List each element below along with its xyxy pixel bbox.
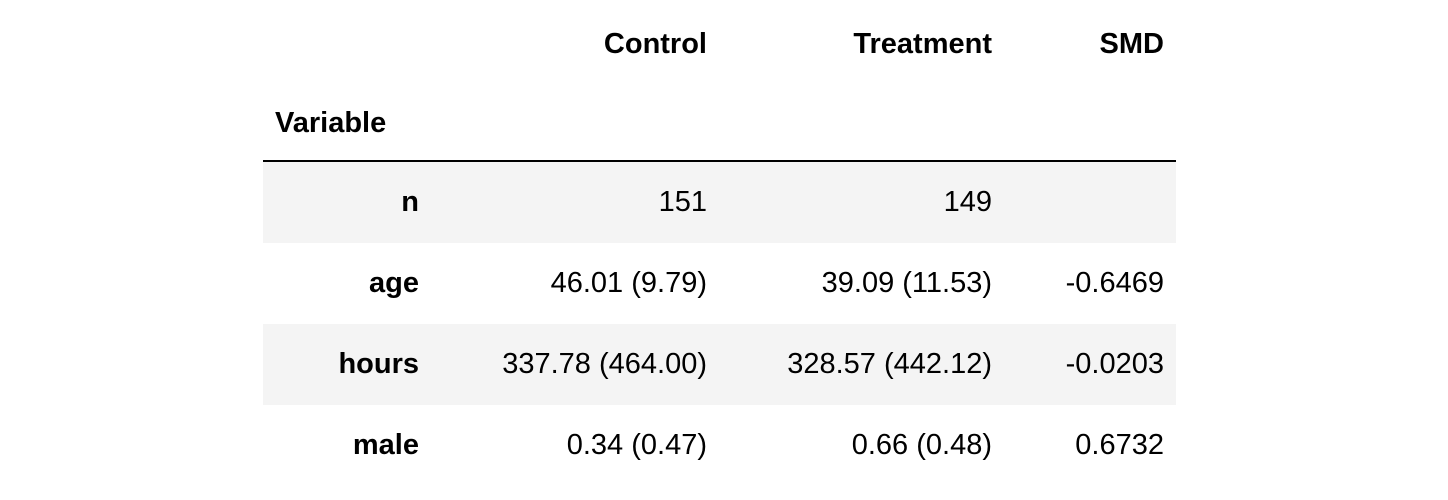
- row-label: age: [369, 267, 419, 299]
- col-header-treatment: Treatment: [853, 28, 992, 60]
- cell-treatment: 0.66 (0.48): [851, 429, 992, 461]
- cell-control: 337.78 (464.00): [502, 348, 707, 380]
- cell-treatment: 149: [943, 186, 992, 218]
- table-header: Control Treatment SMD Variable: [263, 0, 1176, 162]
- col-header-control: Control: [603, 28, 707, 60]
- balance-table: Control Treatment SMD Variable n 151 149…: [263, 0, 1176, 486]
- cell-smd: [1004, 161, 1176, 243]
- index-name-row: Variable: [263, 83, 1176, 162]
- index-row-spacer-treatment: [719, 83, 1004, 162]
- row-label: n: [401, 186, 419, 218]
- cell-smd: -0.6469: [1065, 267, 1164, 299]
- col-header-smd: SMD: [1099, 28, 1164, 60]
- table-row-hours: hours 337.78 (464.00) 328.57 (442.12) -0…: [263, 324, 1176, 405]
- index-name-label: Variable: [263, 83, 431, 162]
- page: Control Treatment SMD Variable n 151 149…: [263, 0, 1176, 486]
- cell-control: 0.34 (0.47): [566, 429, 707, 461]
- cell-smd: -0.0203: [1065, 348, 1164, 380]
- row-label: hours: [338, 348, 419, 380]
- cell-control: 151: [658, 186, 707, 218]
- column-header-row: Control Treatment SMD: [263, 0, 1176, 83]
- table-row-age: age 46.01 (9.79) 39.09 (11.53) -0.6469: [263, 243, 1176, 324]
- table-row-male: male 0.34 (0.47) 0.66 (0.48) 0.6732: [263, 405, 1176, 486]
- index-row-spacer-control: [431, 83, 719, 162]
- cell-control: 46.01 (9.79): [550, 267, 707, 299]
- cell-treatment: 328.57 (442.12): [787, 348, 992, 380]
- cell-treatment: 39.09 (11.53): [821, 267, 992, 299]
- table-row-n: n 151 149: [263, 161, 1176, 243]
- cell-smd: 0.6732: [1075, 429, 1164, 461]
- index-row-spacer-smd: [1004, 83, 1176, 162]
- table-body: n 151 149 age 46.01 (9.79) 39.09 (11.53)…: [263, 161, 1176, 486]
- row-label: male: [352, 429, 419, 461]
- index-header-spacer: [263, 0, 431, 83]
